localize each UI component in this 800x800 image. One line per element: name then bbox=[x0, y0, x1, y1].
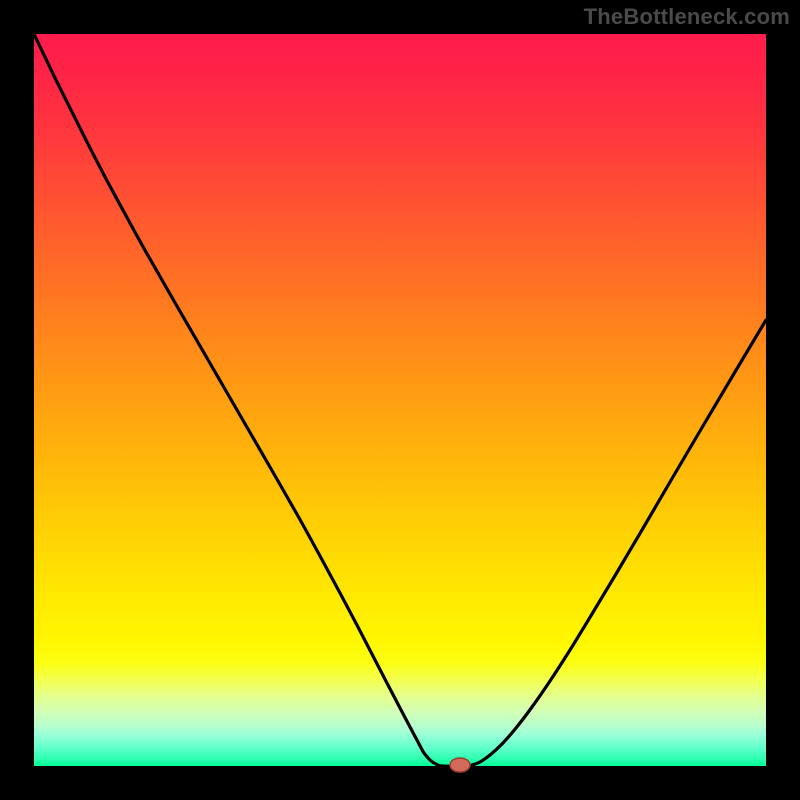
watermark-text: TheBottleneck.com bbox=[584, 4, 790, 30]
chart-container: { "watermark": "TheBottleneck.com", "cha… bbox=[0, 0, 800, 800]
chart-background-gradient bbox=[34, 34, 766, 766]
bottleneck-chart bbox=[0, 0, 800, 800]
optimal-point-marker bbox=[450, 758, 470, 772]
